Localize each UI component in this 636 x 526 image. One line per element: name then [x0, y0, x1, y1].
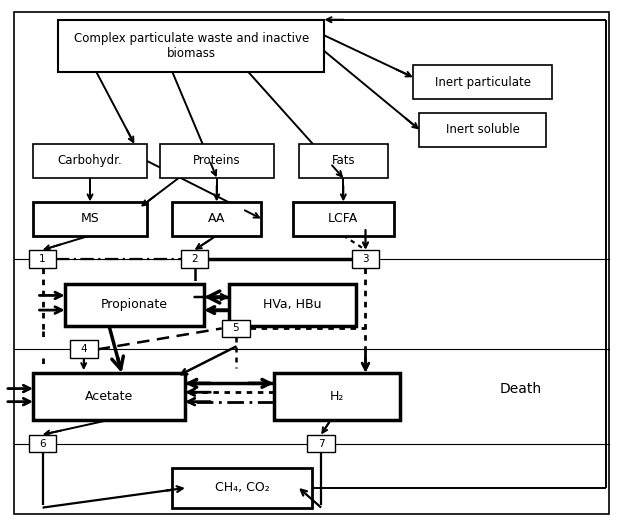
Bar [160, 144, 273, 178]
Bar [172, 468, 312, 508]
Bar [33, 144, 147, 178]
Bar [413, 65, 552, 99]
Text: Complex particulate waste and inactive
biomass: Complex particulate waste and inactive b… [74, 32, 309, 60]
Text: Inert soluble: Inert soluble [446, 123, 520, 136]
Text: LCFA: LCFA [328, 212, 359, 225]
Text: H₂: H₂ [330, 390, 344, 403]
Bar [299, 144, 388, 178]
Text: AA: AA [208, 212, 225, 225]
Bar [29, 434, 57, 452]
Bar [29, 250, 57, 268]
Bar [172, 201, 261, 236]
Bar [59, 19, 324, 72]
Bar [352, 250, 380, 268]
Text: Fats: Fats [331, 155, 355, 167]
Bar [181, 250, 209, 268]
Text: 7: 7 [318, 439, 324, 449]
Text: MS: MS [81, 212, 99, 225]
Text: 5: 5 [232, 323, 239, 333]
Bar [33, 201, 147, 236]
Text: 4: 4 [80, 345, 87, 355]
Bar [307, 434, 335, 452]
Text: 3: 3 [362, 254, 369, 264]
Text: Propionate: Propionate [101, 298, 168, 311]
Bar [419, 113, 546, 147]
Text: Inert particulate: Inert particulate [434, 76, 530, 89]
Bar [222, 319, 249, 337]
Text: 6: 6 [39, 439, 46, 449]
Bar [65, 284, 204, 326]
Bar [230, 284, 356, 326]
Text: Acetate: Acetate [85, 390, 133, 403]
Text: Proteins: Proteins [193, 155, 240, 167]
Bar [273, 373, 400, 420]
Bar [70, 340, 98, 358]
Text: Carbohydr.: Carbohydr. [58, 155, 122, 167]
Text: HVa, HBu: HVa, HBu [263, 298, 322, 311]
Bar [33, 373, 185, 420]
Text: Death: Death [499, 381, 542, 396]
Text: 1: 1 [39, 254, 46, 264]
Text: 2: 2 [191, 254, 198, 264]
Bar [293, 201, 394, 236]
Text: CH₄, CO₂: CH₄, CO₂ [214, 481, 270, 494]
